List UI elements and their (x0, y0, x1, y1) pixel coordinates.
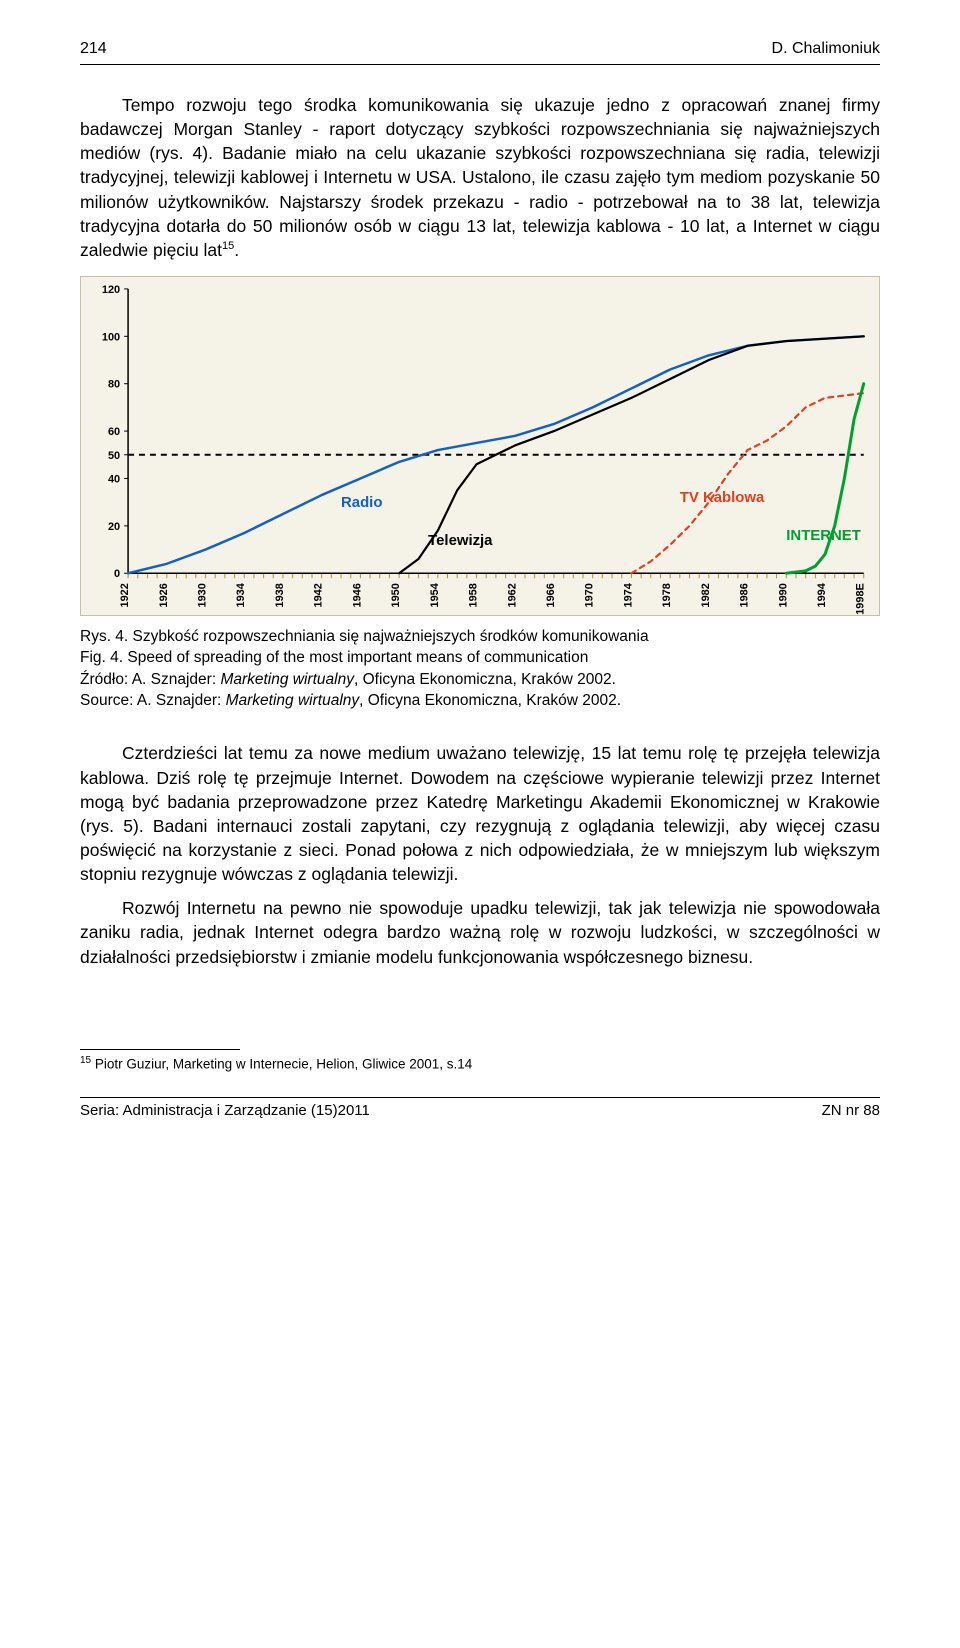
svg-text:1926: 1926 (158, 583, 170, 607)
caption-line-3: Źródło: A. Sznajder: Marketing wirtualny… (80, 669, 880, 690)
caption-line-2: Fig. 4. Speed of spreading of the most i… (80, 647, 880, 668)
footnote-separator (80, 1049, 240, 1050)
caption-line-4: Source: A. Sznajder: Marketing wirtualny… (80, 690, 880, 711)
paragraph-1-text: Tempo rozwoju tego środka komunikowania … (80, 95, 880, 260)
paragraph-1-supref: 15 (222, 240, 234, 252)
svg-text:80: 80 (108, 379, 120, 391)
svg-text:1946: 1946 (351, 583, 363, 607)
footnote-ref: 15 (80, 1055, 91, 1066)
footer-rule (80, 1097, 880, 1098)
svg-text:50: 50 (108, 450, 120, 462)
svg-text:Telewizja: Telewizja (428, 533, 493, 549)
svg-text:1958: 1958 (468, 583, 480, 607)
svg-text:1930: 1930 (197, 583, 209, 607)
media-spread-chart: 0 20 40 50 60 80 100 120 1922 1926 1930 1934 1938 194… (80, 276, 880, 616)
footer-left: Seria: Administracja i Zarządzanie (15)2… (80, 1102, 370, 1119)
header-rule (80, 64, 880, 65)
svg-text:1990: 1990 (777, 583, 789, 607)
caption-line-1: Rys. 4. Szybkość rozpowszechniania się n… (80, 626, 880, 647)
svg-text:Radio: Radio (341, 495, 382, 511)
chart-svg: 0 20 40 50 60 80 100 120 1922 1926 1930 1934 1938 194… (80, 276, 880, 616)
svg-text:100: 100 (102, 331, 120, 343)
svg-text:120: 120 (102, 284, 120, 296)
svg-text:INTERNET: INTERNET (786, 528, 861, 544)
svg-text:1986: 1986 (739, 583, 751, 607)
paragraph-1: Tempo rozwoju tego środka komunikowania … (80, 93, 880, 262)
paragraph-3: Rozwój Internetu na pewno nie spowoduje … (80, 896, 880, 968)
svg-text:1998E: 1998E (855, 583, 867, 615)
paragraph-2: Czterdzieści lat temu za nowe medium uwa… (80, 741, 880, 886)
svg-text:1954: 1954 (429, 582, 441, 607)
svg-text:1934: 1934 (235, 582, 247, 607)
svg-text:1994: 1994 (816, 582, 828, 607)
svg-text:TV Kablowa: TV Kablowa (680, 490, 765, 506)
footnote-15: 15 Piotr Guziur, Marketing w Internecie,… (80, 1054, 880, 1073)
svg-text:1950: 1950 (390, 583, 402, 607)
svg-text:1938: 1938 (274, 583, 286, 607)
page-number: 214 (80, 40, 107, 58)
svg-text:1978: 1978 (661, 583, 673, 607)
svg-text:1942: 1942 (313, 583, 325, 607)
page-footer: Seria: Administracja i Zarządzanie (15)2… (80, 1102, 880, 1119)
figure-caption: Rys. 4. Szybkość rozpowszechniania się n… (80, 626, 880, 712)
svg-text:1922: 1922 (119, 583, 131, 607)
footer-right: ZN nr 88 (822, 1102, 880, 1119)
svg-text:1974: 1974 (622, 582, 634, 607)
paragraph-1-end: . (234, 240, 239, 260)
page-header: 214 D. Chalimoniuk (80, 40, 880, 58)
svg-text:0: 0 (114, 568, 120, 580)
svg-text:1966: 1966 (545, 583, 557, 607)
svg-text:60: 60 (108, 426, 120, 438)
svg-text:1982: 1982 (700, 583, 712, 607)
header-author: D. Chalimoniuk (772, 40, 880, 58)
svg-text:1962: 1962 (506, 583, 518, 607)
svg-text:20: 20 (108, 521, 120, 533)
svg-text:1970: 1970 (584, 583, 596, 607)
svg-text:40: 40 (108, 473, 120, 485)
